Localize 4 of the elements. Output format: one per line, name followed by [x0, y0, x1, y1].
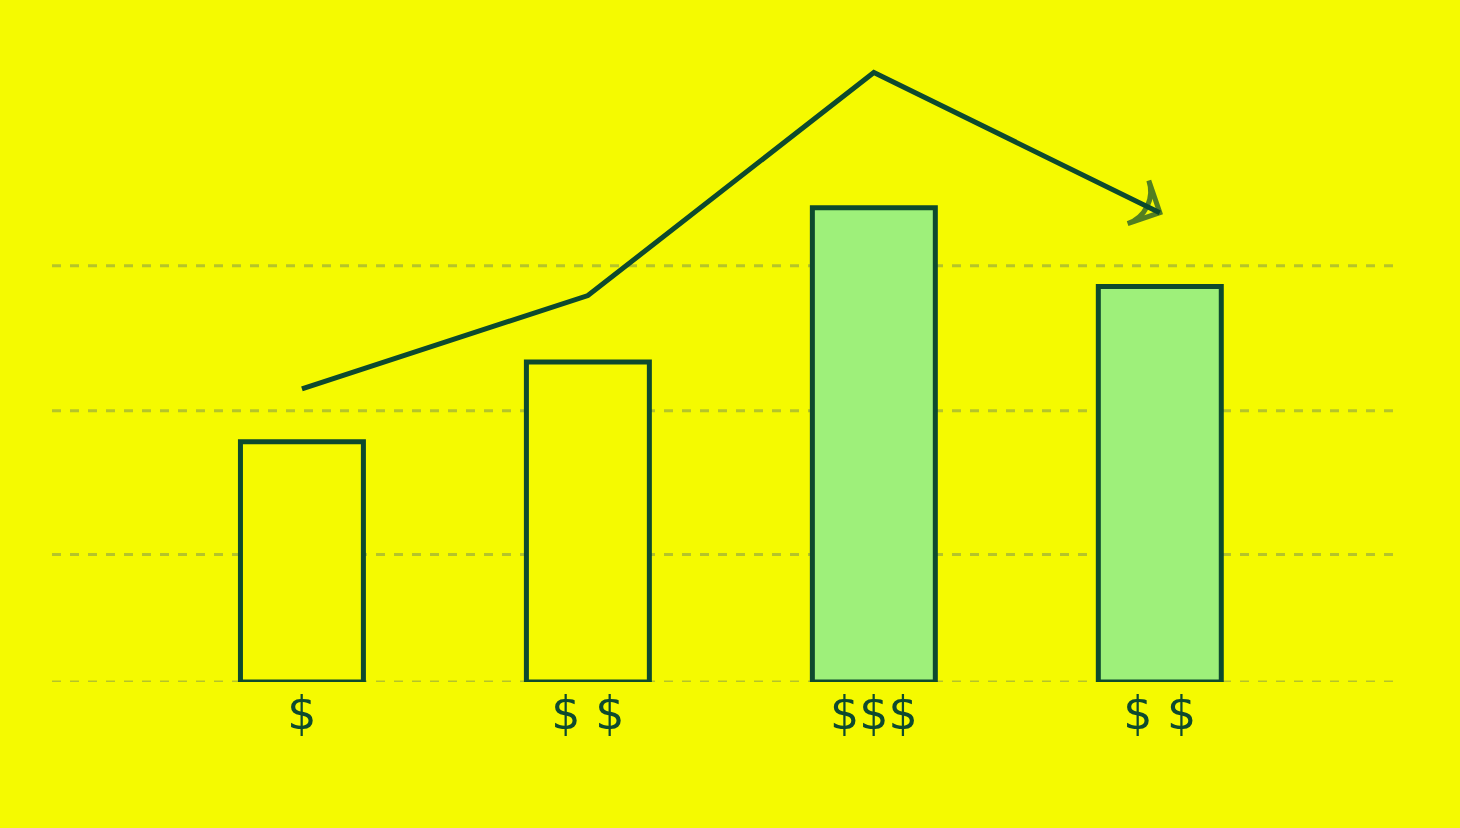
x-tick-label: $: [287, 686, 317, 740]
x-tick-label: $$$: [829, 686, 918, 740]
x-tick-label: $ $: [551, 686, 625, 740]
x-tick-label: $ $: [1123, 686, 1197, 740]
